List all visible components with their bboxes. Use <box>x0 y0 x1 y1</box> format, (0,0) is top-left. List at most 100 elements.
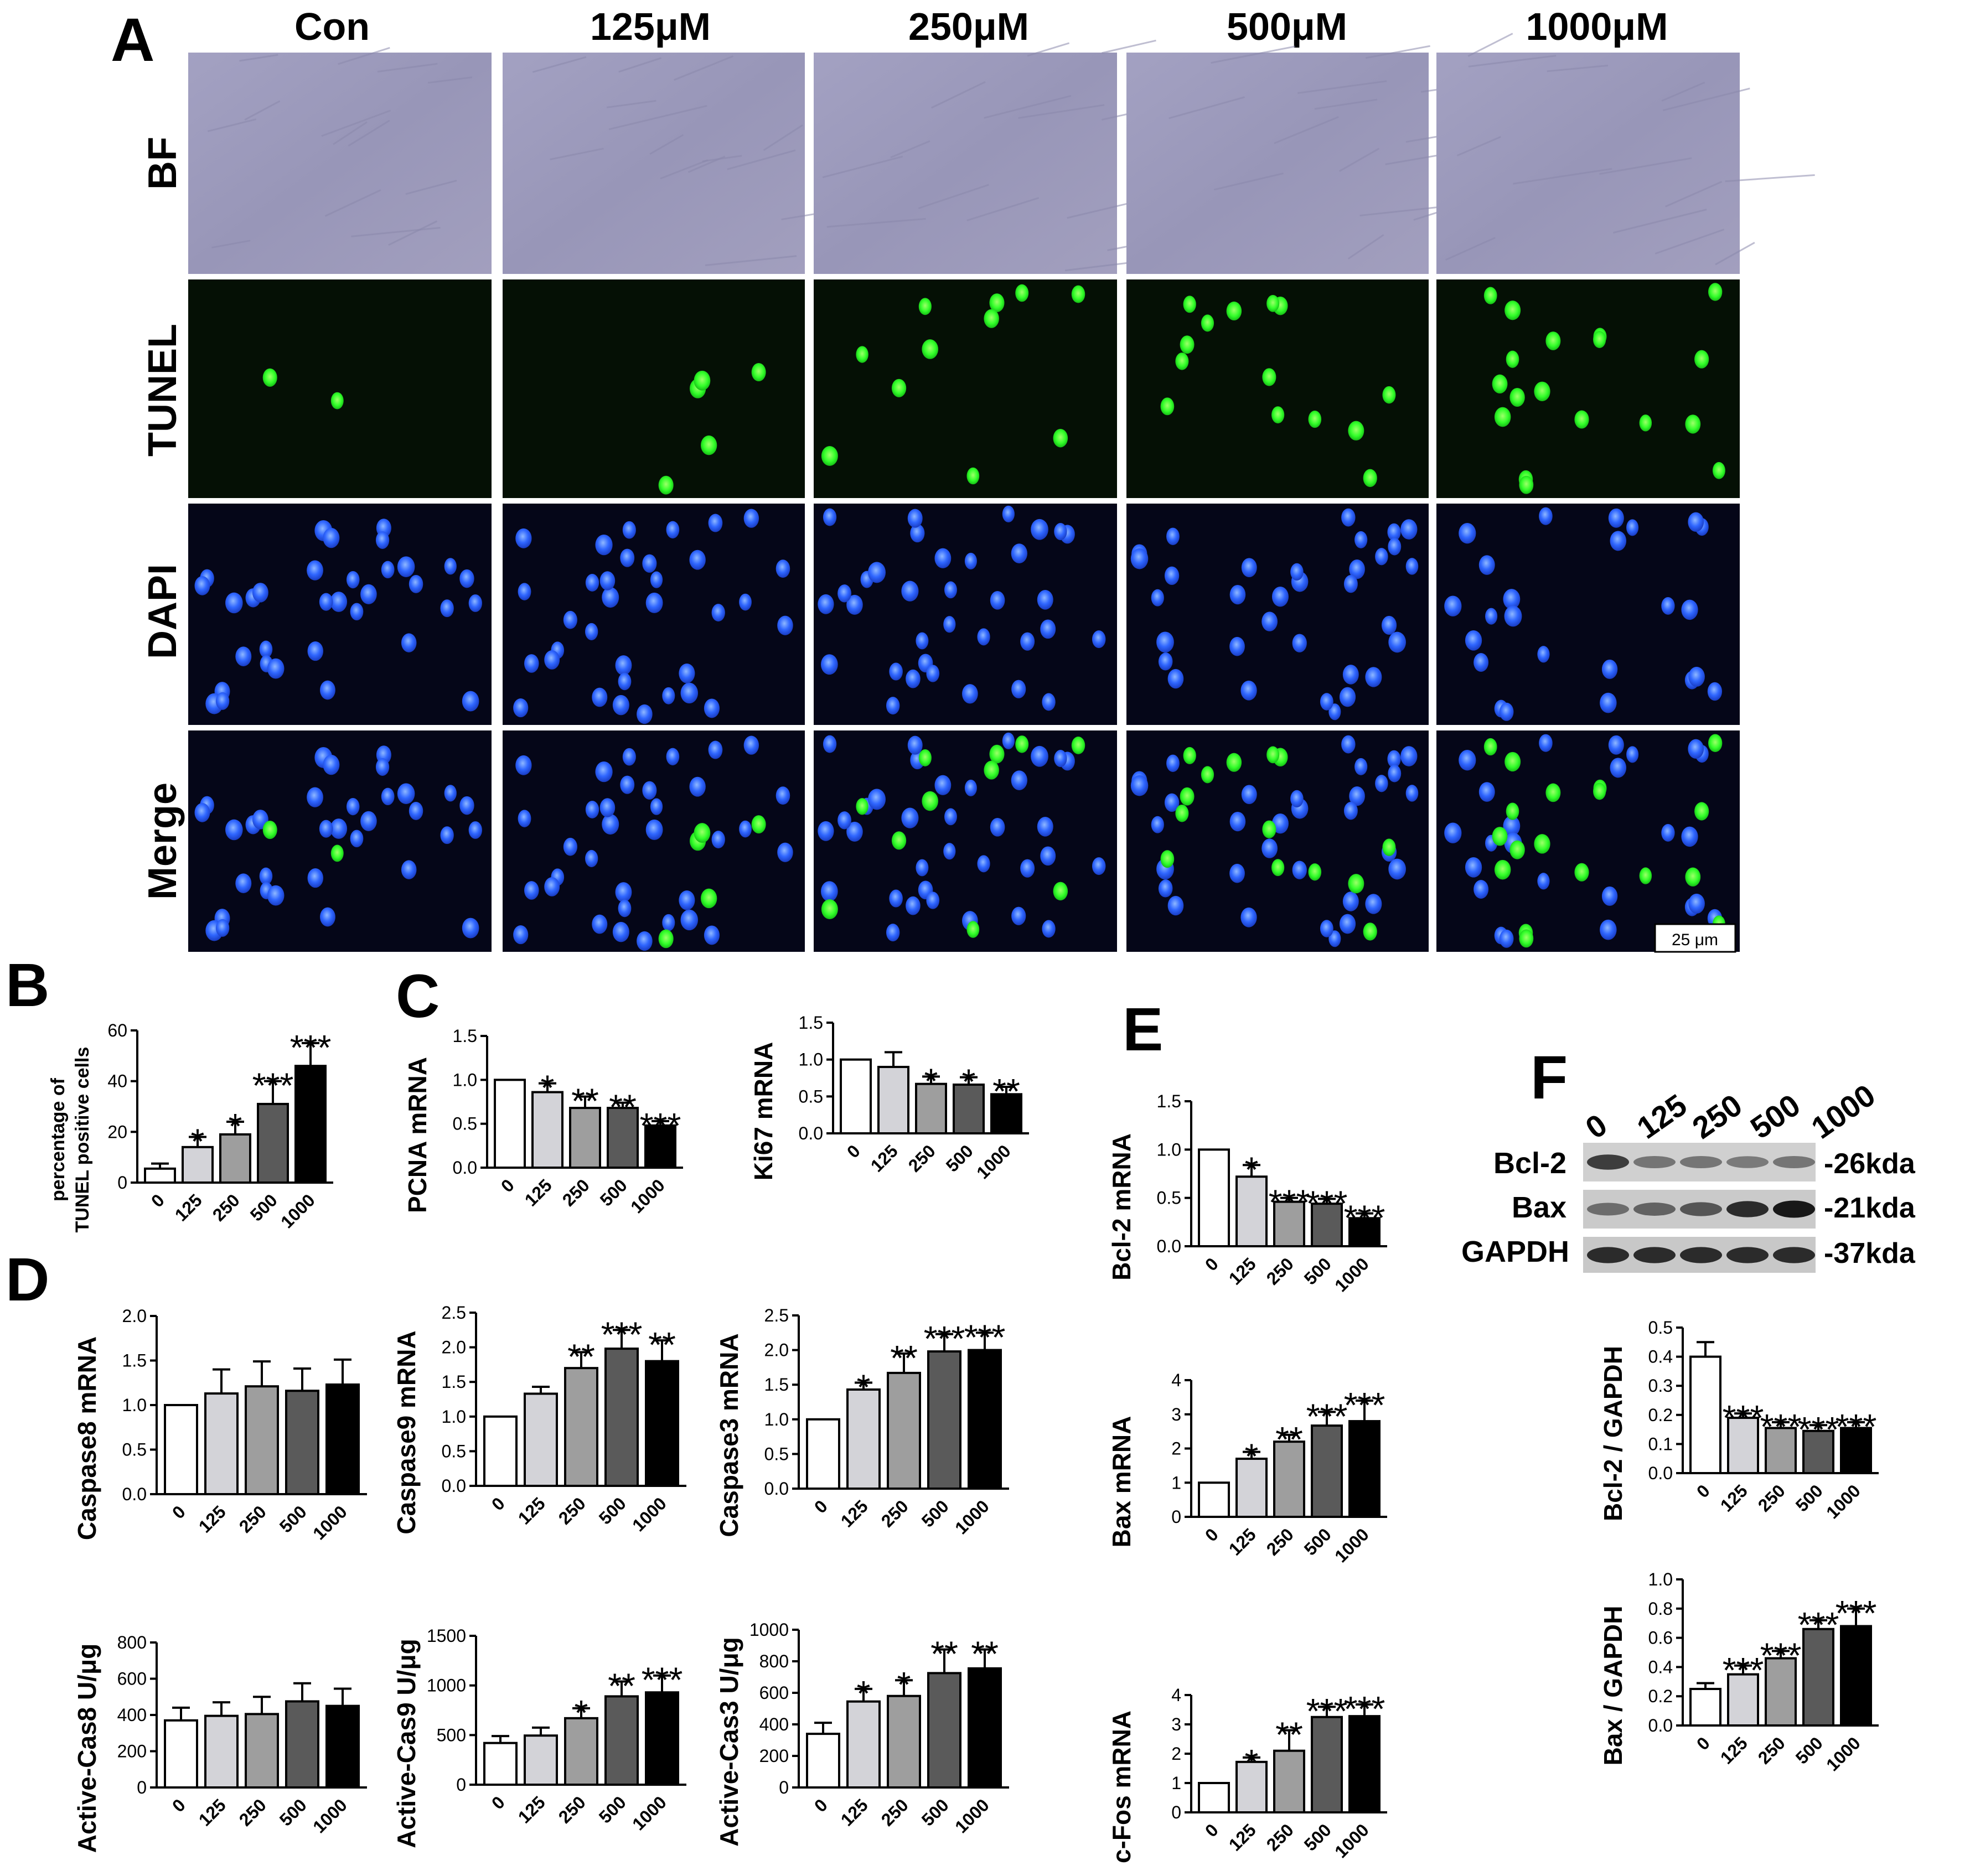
cell-outline <box>1468 55 1557 68</box>
y-tick-label: 0.0 <box>1157 1236 1181 1256</box>
significance-label: ** <box>992 1071 1020 1111</box>
significance-label: * <box>191 1122 205 1162</box>
bar <box>968 1667 1002 1789</box>
tunel-nucleus <box>1262 368 1276 386</box>
y-axis-label: Active-Cas8 U/μg <box>73 1644 101 1853</box>
dapi-nucleus <box>1503 816 1521 837</box>
tunel-nucleus <box>1266 746 1280 764</box>
tunel-nucleus <box>1593 782 1606 800</box>
chart-casp8: 0.0 0.5 1.0 1.5 2.0 Caspase8 mRNA 0 125 250 50010… <box>73 1306 367 1543</box>
panel-letter-b: B <box>6 951 49 1019</box>
cell-outline <box>1456 136 1501 157</box>
dapi-nucleus <box>889 662 903 681</box>
chart-ki67: 0.0 0.5 1.0 1.5 Ki67 mRNA 0 125 * 250 * 500 ** 1000 <box>749 1013 1029 1183</box>
y-axis-label: PCNA mRNA <box>403 1057 432 1213</box>
x-tick-label: 1000 <box>1822 1480 1864 1522</box>
y-tick-label: 600 <box>117 1669 147 1689</box>
dapi-nucleus <box>868 562 886 583</box>
dapi-nucleus <box>585 849 598 867</box>
dapi-nucleus <box>1002 505 1015 522</box>
tunel-nucleus <box>1363 469 1377 488</box>
y-tick-label: 1.5 <box>799 1013 823 1033</box>
y-tick-label: 800 <box>759 1651 789 1671</box>
bar <box>927 1350 961 1490</box>
cell-outline <box>377 63 438 73</box>
tunel-nucleus <box>700 888 717 909</box>
x-tick-label: 500 <box>1792 1480 1827 1515</box>
dapi-nucleus <box>906 669 921 688</box>
y-tick-label: 0 <box>117 1173 127 1193</box>
dapi-nucleus <box>680 909 699 931</box>
x-tick-label: 500 <box>1300 1524 1335 1559</box>
column-label-125: 125μM <box>590 5 711 48</box>
dapi-nucleus <box>307 560 323 581</box>
dapi-nucleus <box>544 650 560 670</box>
dapi-nucleus <box>1320 693 1333 711</box>
dapi-nucleus <box>689 776 706 797</box>
bar <box>1727 1673 1759 1727</box>
dapi-nucleus <box>1600 692 1617 713</box>
dapi-nucleus <box>934 548 952 568</box>
cell-outline <box>822 156 903 178</box>
blot-protein-label: GAPDH <box>1461 1235 1569 1268</box>
chart-bcl2gapdh: 0.0 0.1 0.2 0.3 0.4 0.5 Bcl-2 / GAPDH 0 *** 125 **… <box>1599 1318 1879 1522</box>
bar <box>483 1742 518 1786</box>
significance-label: ** <box>930 1634 958 1674</box>
bar <box>564 1717 598 1786</box>
tunel-nucleus <box>922 791 938 811</box>
y-tick-label: 1.0 <box>453 1070 477 1090</box>
dapi-nucleus <box>1229 636 1245 656</box>
dapi-nucleus <box>1465 857 1482 878</box>
dapi-nucleus <box>1229 584 1246 605</box>
dapi-nucleus <box>1474 880 1489 899</box>
bar <box>494 1079 526 1169</box>
y-axis-label: Caspase3 mRNA <box>715 1333 743 1537</box>
y-tick-label: 0 <box>1171 1507 1181 1527</box>
tunel-nucleus <box>891 379 907 397</box>
dapi-nucleus <box>319 820 333 838</box>
y-axis-label: Active-Cas9 U/μg <box>392 1639 421 1848</box>
tunel-nucleus <box>1180 335 1195 354</box>
y-tick-label: 0.3 <box>1648 1376 1673 1396</box>
cell-outline <box>239 54 278 62</box>
chart-acas8: 0 200 400 600 800 Active-Cas8 U/μg 0 125 250 5001… <box>73 1633 367 1853</box>
tunel-nucleus <box>966 467 980 485</box>
dapi-nucleus <box>618 899 632 918</box>
dapi-nucleus <box>1240 680 1257 701</box>
tunel-nucleus <box>918 749 932 766</box>
cell-outline <box>1365 45 1430 59</box>
dapi-nucleus <box>1229 863 1245 883</box>
bar <box>644 1124 676 1169</box>
tunel-nucleus <box>1348 421 1364 441</box>
tunel-nucleus <box>262 821 277 839</box>
significance-label: *** <box>290 1028 332 1067</box>
bar <box>887 1694 921 1789</box>
cell-outline <box>1612 209 1707 234</box>
dapi-nucleus <box>622 748 636 766</box>
cell-outline <box>1715 242 1755 266</box>
y-tick-label: 0.6 <box>1648 1628 1673 1648</box>
micrograph-dapi <box>503 504 805 725</box>
cell-outline <box>1338 148 1380 172</box>
x-tick-label: 125 <box>521 1175 556 1210</box>
significance-label: ** <box>971 1634 999 1674</box>
dapi-nucleus <box>620 775 635 794</box>
x-tick-label: 0 <box>1201 1524 1222 1545</box>
dapi-nucleus <box>777 842 793 862</box>
cell-outline <box>984 95 1072 119</box>
dapi-nucleus <box>1688 893 1705 914</box>
tunel-nucleus <box>1494 859 1511 880</box>
dapi-nucleus <box>1031 745 1048 767</box>
dapi-nucleus <box>1341 735 1356 754</box>
dapi-nucleus <box>319 593 333 611</box>
cell-outline <box>244 100 281 121</box>
dapi-nucleus <box>515 755 532 775</box>
x-tick-label: 0 <box>488 1792 509 1813</box>
bar <box>1311 1203 1343 1248</box>
y-tick-label: 1.5 <box>122 1351 147 1371</box>
dapi-nucleus <box>194 803 210 822</box>
x-tick-label: 1000 <box>628 1493 670 1535</box>
tunel-nucleus <box>262 368 277 387</box>
dapi-nucleus <box>259 640 273 658</box>
x-tick-label: 250 <box>559 1175 593 1210</box>
